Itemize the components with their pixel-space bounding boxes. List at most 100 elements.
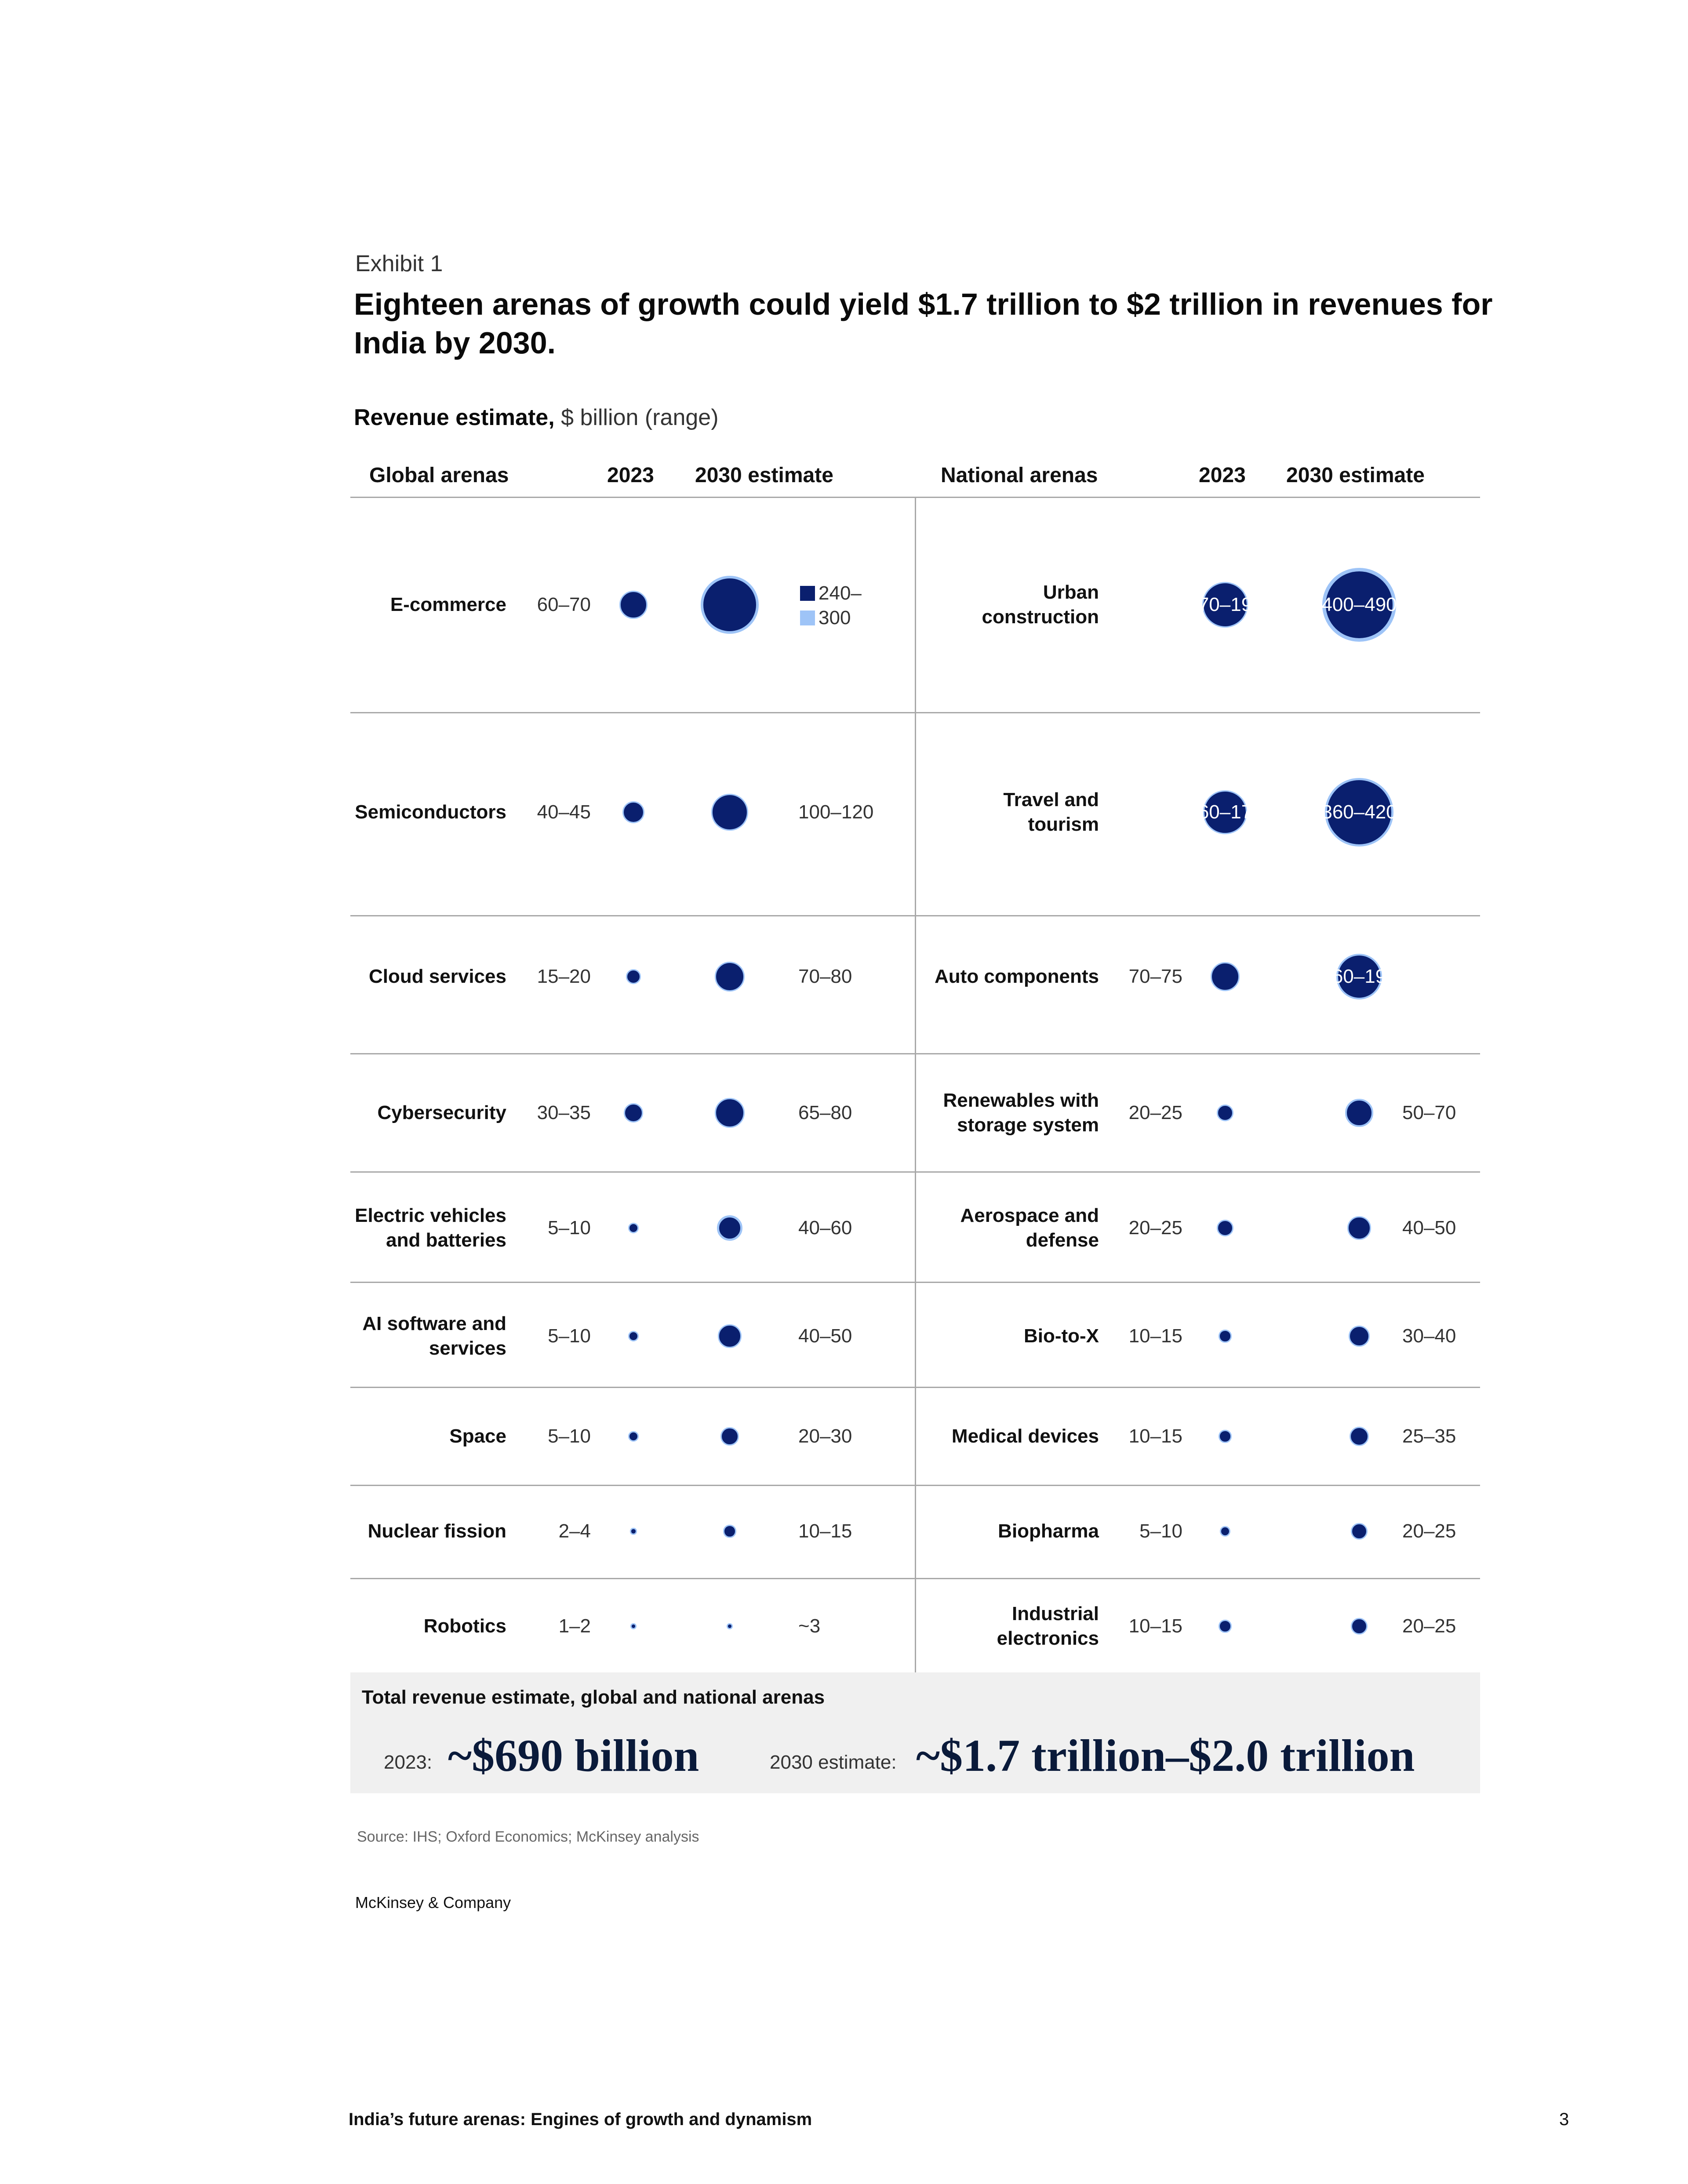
legend-label-low: 240–: [819, 582, 862, 604]
range-2023-ai-software-and-services: 5–10: [548, 1325, 591, 1347]
page-number: 3: [1559, 2110, 1569, 2129]
column-header-global: Global arenas: [369, 464, 509, 487]
arena-label-electric-vehicles-and-batteries: Electric vehicles and batteries: [355, 1205, 506, 1251]
arena-label-auto-components: Auto components: [935, 966, 1099, 987]
row-divider: [350, 1578, 1480, 1579]
arena-label-urban-construction: Urban construction: [982, 581, 1099, 628]
brand-name: McKinsey & Company: [355, 1893, 511, 1911]
bubble-2023-space: [628, 1431, 639, 1442]
legend-label-high: 300: [819, 607, 851, 629]
range-2023-electric-vehicles-and-batteries: 5–10: [548, 1217, 591, 1239]
legend-item-high: 300: [800, 606, 862, 630]
arena-label-nuclear-fission: Nuclear fission: [367, 1520, 506, 1542]
bubble-2030-industrial-electronics: [1351, 1618, 1368, 1635]
legend-swatch-dark: [800, 586, 815, 601]
bubble-2023-medical-devices: [1219, 1430, 1232, 1443]
legend-item-low: 240–: [800, 581, 862, 606]
range-2030-aerospace-and-defense: 40–50: [1402, 1217, 1456, 1239]
row-divider: [350, 1282, 1480, 1283]
range-2023-industrial-electronics: 10–15: [1128, 1615, 1182, 1637]
range-2030-electric-vehicles-and-batteries: 40–60: [798, 1217, 852, 1239]
range-2023-cybersecurity: 30–35: [537, 1102, 591, 1123]
bubble-2023-e-commerce: [619, 591, 648, 619]
arena-label-bio-to-x: Bio-to-X: [1023, 1325, 1099, 1347]
range-2023-biopharma: 5–10: [1139, 1520, 1182, 1542]
arena-label-space: Space: [449, 1425, 506, 1447]
range-2030-industrial-electronics: 20–25: [1402, 1615, 1456, 1637]
arena-label-cybersecurity: Cybersecurity: [377, 1102, 506, 1123]
arena-label-robotics: Robotics: [423, 1615, 506, 1637]
bubble-2030-travel-and-tourism-label: 360–420: [1321, 801, 1397, 823]
total-summary: Total revenue estimate, global and natio…: [350, 1672, 1480, 1793]
bubble-2030-auto-components-label: 160–190: [1321, 965, 1397, 987]
bubble-2030-e-commerce: [701, 576, 759, 634]
bubble-2030-biopharma: [1351, 1523, 1368, 1540]
subtitle-unit: $ billion (range): [554, 405, 719, 430]
bubble-2023-urban-construction: 170–190: [1187, 581, 1263, 628]
range-2030-ai-software-and-services: 40–50: [798, 1325, 852, 1347]
arena-label-medical-devices: Medical devices: [951, 1425, 1099, 1447]
total-2023-label: 2023:: [384, 1752, 433, 1773]
arena-label-e-commerce: E-commerce: [390, 594, 506, 615]
row-divider: [350, 1485, 1480, 1486]
bubble-2023-auto-components: [1211, 962, 1240, 991]
range-2023-space: 5–10: [548, 1425, 591, 1447]
range-2023-e-commerce: 60–70: [537, 594, 591, 615]
range-2023-robotics: 1–2: [558, 1615, 591, 1637]
bubble-2023-electric-vehicles-and-batteries: [628, 1222, 639, 1233]
bubble-2030-medical-devices: [1349, 1426, 1369, 1446]
subtitle-bold: Revenue estimate,: [354, 405, 555, 430]
bubble-2030-bio-to-x: [1348, 1325, 1370, 1347]
arena-label-semiconductors: Semiconductors: [355, 801, 506, 823]
range-2023-bio-to-x: 10–15: [1128, 1325, 1182, 1347]
bubble-2030-aerospace-and-defense: [1347, 1216, 1371, 1240]
range-2030-robotics: ~3: [798, 1615, 821, 1637]
footer-title: India’s future arenas: Engines of growth…: [349, 2110, 812, 2129]
bubble-2030-urban-construction-label: 400–490: [1321, 593, 1397, 615]
range-2030-biopharma: 20–25: [1402, 1520, 1456, 1542]
bubble-2030-nuclear-fission: [723, 1525, 736, 1538]
bubble-2030-ai-software-and-services: [718, 1324, 742, 1348]
range-2030-bio-to-x: 30–40: [1402, 1325, 1456, 1347]
source-note: Source: IHS; Oxford Economics; McKinsey …: [357, 1828, 699, 1845]
range-2023-nuclear-fission: 2–4: [558, 1520, 591, 1542]
bubble-2023-cloud-services: [626, 969, 641, 984]
total-2030-value: ~$1.7 trillion–$2.0 trillion: [916, 1730, 1415, 1781]
row-divider: [350, 712, 1480, 713]
total-2030-label: 2030 estimate:: [770, 1752, 897, 1773]
total-2023-value: ~$690 billion: [448, 1730, 699, 1781]
arena-label-cloud-services: Cloud services: [368, 966, 506, 987]
arena-label-ai-software-and-services: AI software and services: [362, 1313, 506, 1359]
bubble-2023-industrial-electronics: [1219, 1620, 1232, 1633]
row-divider: [350, 915, 1480, 916]
chart-subtitle: Revenue estimate, $ billion (range): [354, 404, 719, 431]
column-header-2023-global: 2023: [607, 464, 654, 487]
range-2030-cloud-services: 70–80: [798, 966, 852, 987]
bubble-2030-renewables-with-storage-system: [1345, 1099, 1373, 1127]
range-2030-cybersecurity: 65–80: [798, 1102, 852, 1123]
arena-label-aerospace-and-defense: Aerospace and defense: [960, 1205, 1099, 1251]
range-2023-renewables-with-storage-system: 20–25: [1128, 1102, 1182, 1123]
bubble-2023-travel-and-tourism: 160–170: [1187, 790, 1263, 834]
bubble-2023-bio-to-x: [1219, 1330, 1232, 1343]
bubble-2030-semiconductors: [711, 794, 748, 831]
range-2030-space: 20–30: [798, 1425, 852, 1447]
bubble-2023-semiconductors: [622, 801, 645, 824]
arena-label-travel-and-tourism: Travel and tourism: [1003, 789, 1099, 835]
bubble-2023-robotics: [630, 1623, 637, 1629]
range-2023-semiconductors: 40–45: [537, 801, 591, 823]
exhibit-title: Eighteen arenas of growth could yield $1…: [354, 287, 1493, 360]
arena-label-renewables-with-storage-system: Renewables with storage system: [943, 1090, 1099, 1136]
arena-label-biopharma: Biopharma: [998, 1520, 1099, 1542]
range-2023-cloud-services: 15–20: [537, 966, 591, 987]
row-divider: [350, 1171, 1480, 1173]
column-header-national: National arenas: [941, 464, 1098, 487]
range-2030-renewables-with-storage-system: 50–70: [1402, 1102, 1456, 1123]
bubble-2030-auto-components: 160–190: [1321, 953, 1397, 1000]
arena-label-industrial-electronics: Industrial electronics: [997, 1603, 1099, 1649]
bubble-2030-cloud-services: [715, 962, 745, 992]
range-2023-medical-devices: 10–15: [1128, 1425, 1182, 1447]
range-2030-semiconductors: 100–120: [798, 801, 874, 823]
bubble-2023-biopharma: [1219, 1526, 1230, 1537]
bubble-2023-aerospace-and-defense: [1217, 1220, 1233, 1236]
